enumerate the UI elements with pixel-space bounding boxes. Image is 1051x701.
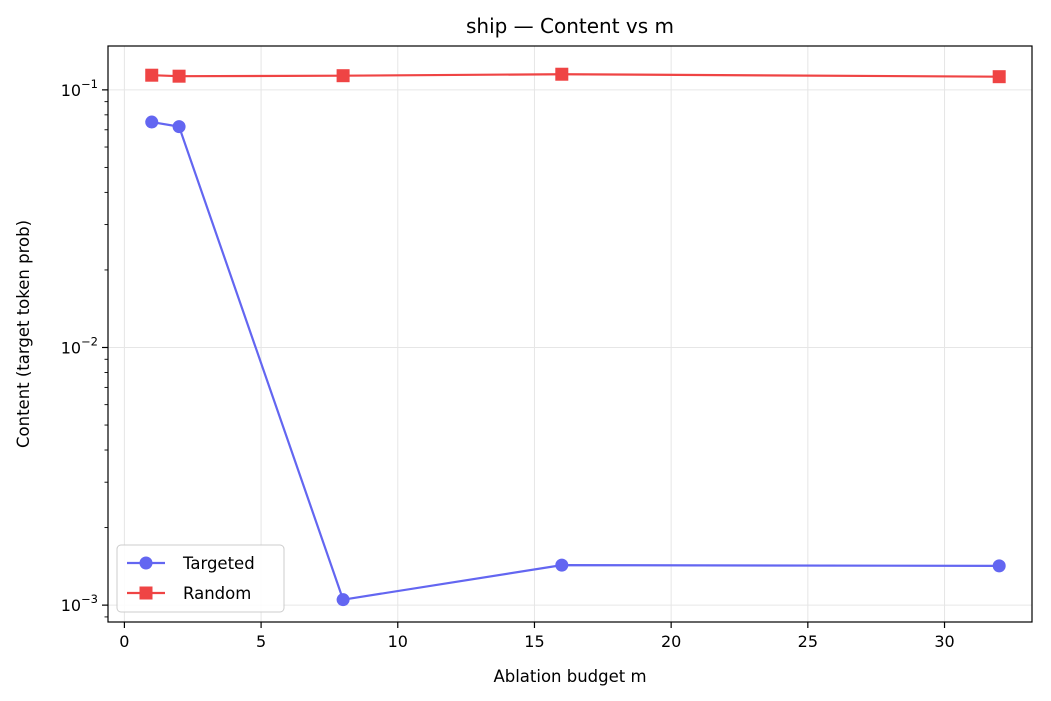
data-point [145,68,159,82]
x-tick-label: 20 [661,632,681,651]
x-tick-label: 15 [524,632,544,651]
data-point [172,120,186,134]
data-point [145,115,159,129]
data-point [336,593,350,607]
y-axis-label: Content (target token prob) [14,220,33,448]
y-tick-exponent: −1 [81,77,98,91]
data-point [336,69,350,83]
x-tick-label: 25 [798,632,818,651]
data-point [555,558,569,572]
legend-marker [139,556,153,570]
data-point [992,70,1006,84]
y-tick-exponent: −3 [81,592,98,606]
series-layer [145,67,1006,607]
y-axis: 10−310−210−1 [61,77,108,618]
x-tick-label: 10 [388,632,408,651]
x-axis: 0 5 10 15 20 25 30 [119,622,955,651]
legend-box [116,544,285,613]
y-tick-label: 10−1 [61,77,98,100]
x-tick-label: 30 [934,632,954,651]
x-tick-label: 5 [256,632,266,651]
legend: Targeted Random [116,544,285,613]
data-point [172,69,186,83]
data-point [555,67,569,81]
y-tick-base: 10 [61,596,81,615]
legend-marker [139,586,153,600]
legend-label: Random [183,584,251,603]
y-tick-label: 10−2 [61,334,98,357]
y-tick-label: 10−3 [61,592,98,615]
data-point [992,559,1006,573]
plot-frame [107,45,1033,623]
y-tick-base: 10 [61,81,81,100]
y-tick-base: 10 [61,338,81,357]
x-tick-label: 0 [119,632,129,651]
x-axis-label: Ablation budget m [493,667,646,686]
legend-label: Targeted [182,554,255,573]
chart-title: ship — Content vs m [466,14,674,38]
y-tick-exponent: −2 [81,334,98,348]
